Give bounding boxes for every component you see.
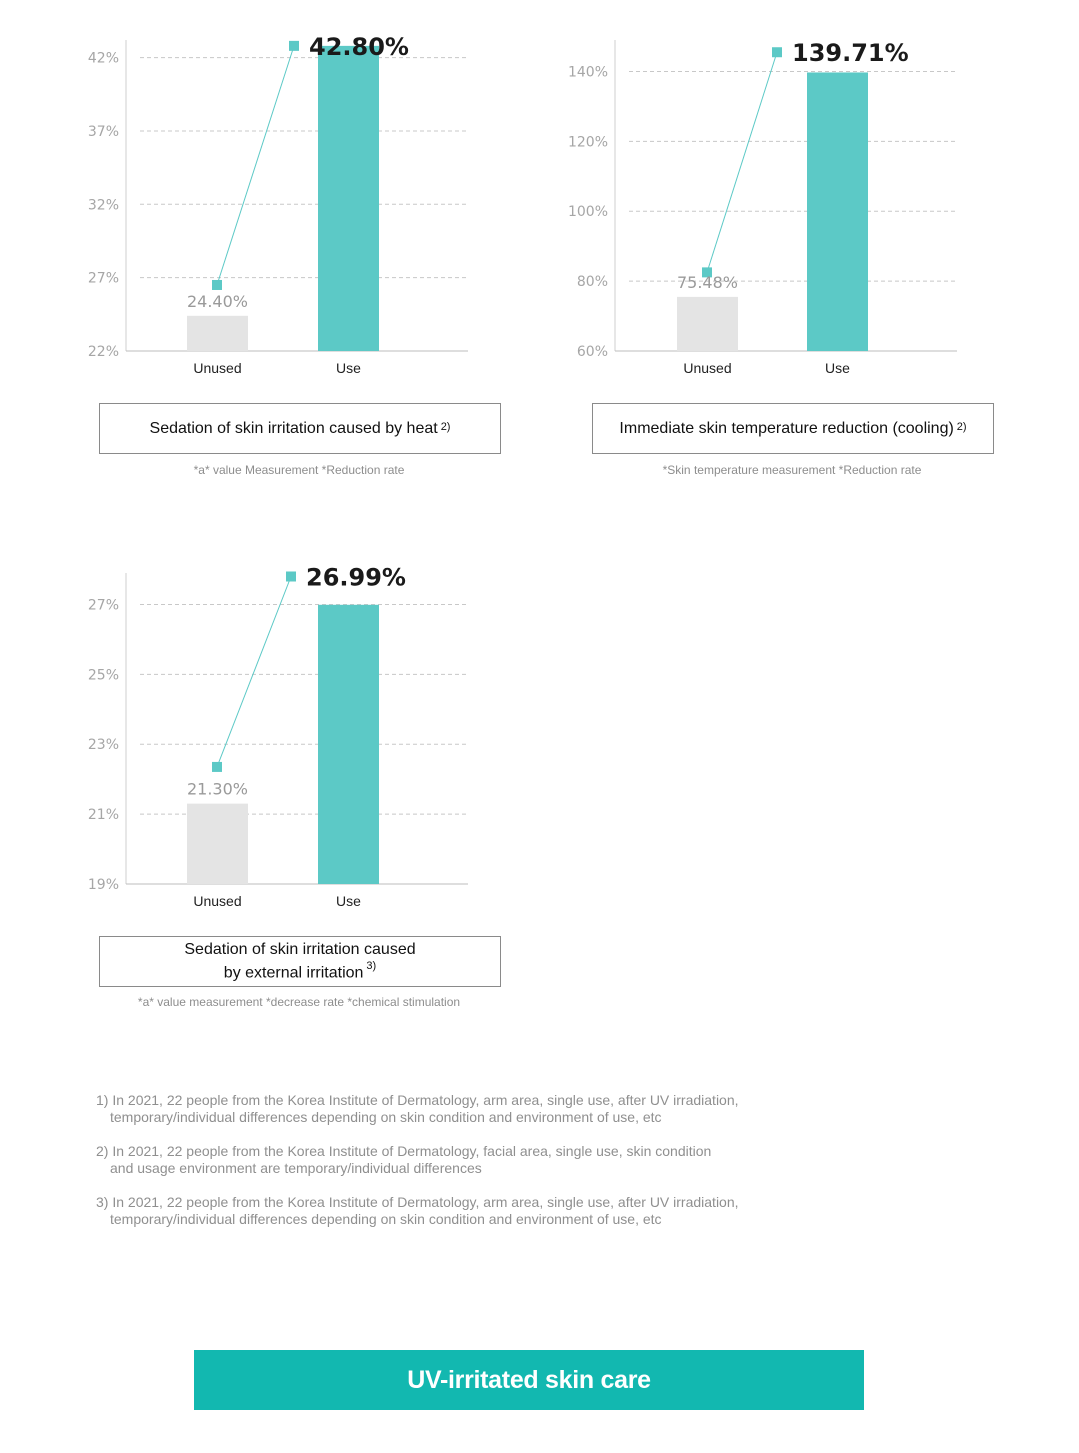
y-tick-label: 25% — [88, 667, 119, 683]
footnote-3-line1: 3) In 2021, 22 people from the Korea Ins… — [96, 1194, 739, 1210]
bar-unused — [187, 803, 248, 884]
y-tick-label: 19% — [88, 877, 119, 893]
y-tick-label: 42% — [88, 51, 119, 67]
data-label-unused: 75.48% — [677, 273, 738, 292]
uv-care-banner[interactable]: UV-irritated skin care — [194, 1350, 864, 1410]
trend-line — [216, 576, 292, 768]
footnote-1-line2: temporary/individual differences dependi… — [110, 1109, 662, 1125]
y-tick-label: 37% — [88, 124, 119, 140]
trend-line — [216, 45, 295, 286]
y-tick-label: 27% — [88, 597, 119, 613]
footnote-2-line2: and usage environment are temporary/indi… — [110, 1160, 482, 1176]
footnote-1: 1) In 2021, 22 people from the Korea Ins… — [96, 1092, 796, 1126]
chart-cooling-plot: 60% 80% 100% 120% 140% Unused Use 75.48% 139.71% — [568, 39, 957, 376]
data-label-use: 42.80% — [309, 33, 409, 61]
chart-cooling: 60% 80% 100% 120% 140% Unused Use 75.48% 139.71% — [0, 0, 1079, 500]
chart-external-irritation-note: *a* value measurement *decrease rate *ch… — [137, 995, 461, 1009]
category-label: Unused — [683, 360, 731, 376]
chart-cooling-title: Immediate skin temperature reduction (co… — [619, 419, 954, 437]
bar-use — [318, 45, 379, 352]
chart-external-irritation-title-line2: by external irritation — [223, 964, 364, 982]
y-tick-label: 140% — [568, 64, 608, 80]
y-tick-label: 80% — [577, 274, 608, 290]
chart-heat-sedation-plot: 22% 27% 32% 37% 42% Unused Use 24.40% 42.80% — [88, 33, 468, 376]
chart-heat-sedation-ref: 2) — [440, 420, 451, 433]
marker-unused — [212, 279, 222, 290]
chart-heat-sedation-title: Sedation of skin irritation caused by he… — [149, 419, 438, 437]
marker-use — [286, 571, 296, 582]
footnote-2-line1: 2) In 2021, 22 people from the Korea Ins… — [96, 1143, 712, 1159]
marker-use — [289, 40, 299, 51]
y-tick-label: 21% — [88, 807, 119, 823]
chart-cooling-note: *Skin temperature measurement *Reduction… — [662, 463, 922, 477]
category-label: Use — [336, 360, 361, 376]
chart-external-irritation-title-line1: Sedation of skin irritation caused — [184, 940, 416, 958]
y-tick-label: 60% — [577, 344, 608, 360]
footnotes: 1) In 2021, 22 people from the Korea Ins… — [96, 1092, 796, 1245]
data-label-use: 139.71% — [792, 39, 909, 67]
chart-heat-sedation: 22% 27% 32% 37% 42% Unused Use 24.40% 42.80% — [0, 0, 540, 500]
footnote-1-line1: 1) In 2021, 22 people from the Korea Ins… — [96, 1092, 739, 1108]
y-tick-label: 120% — [568, 134, 608, 150]
chart-heat-sedation-title-box: Sedation of skin irritation caused by he… — [99, 403, 501, 454]
category-label: Unused — [193, 360, 241, 376]
bar-use — [807, 72, 868, 352]
category-label: Use — [336, 893, 361, 909]
y-tick-label: 22% — [88, 344, 119, 360]
chart-external-irritation-ref: 3) — [366, 959, 377, 972]
marker-unused — [212, 761, 222, 772]
chart-external-irritation-plot: 19% 21% 23% 25% 27% Unused Use 21.30% 26.99% — [88, 563, 468, 909]
data-label-unused: 21.30% — [187, 780, 248, 799]
marker-unused — [702, 267, 712, 278]
chart-heat-sedation-note: *a* value Measurement *Reduction rate — [193, 463, 405, 477]
bar-unused — [677, 296, 738, 351]
category-label: Use — [825, 360, 850, 376]
chart-external-irritation-title-box: Sedation of skin irritation caused by ex… — [99, 936, 501, 987]
footnote-3-line2: temporary/individual differences dependi… — [110, 1211, 662, 1227]
data-label-unused: 24.40% — [187, 292, 248, 311]
footnote-3: 3) In 2021, 22 people from the Korea Ins… — [96, 1194, 796, 1228]
chart-cooling-title-box: Immediate skin temperature reduction (co… — [592, 403, 994, 454]
marker-use — [772, 47, 782, 58]
data-label-use: 26.99% — [306, 563, 406, 591]
y-tick-label: 32% — [88, 197, 119, 213]
footnote-2: 2) In 2021, 22 people from the Korea Ins… — [96, 1143, 796, 1177]
category-label: Unused — [193, 893, 241, 909]
y-tick-label: 27% — [88, 271, 119, 287]
chart-cooling-ref: 2) — [956, 420, 967, 433]
y-tick-label: 23% — [88, 737, 119, 753]
chart-external-irritation: 19% 21% 23% 25% 27% Unused Use 21.30% 26.99% — [0, 0, 540, 940]
bar-use — [318, 604, 379, 884]
y-tick-label: 100% — [568, 204, 608, 220]
trend-line — [706, 52, 778, 273]
bar-unused — [187, 315, 248, 351]
